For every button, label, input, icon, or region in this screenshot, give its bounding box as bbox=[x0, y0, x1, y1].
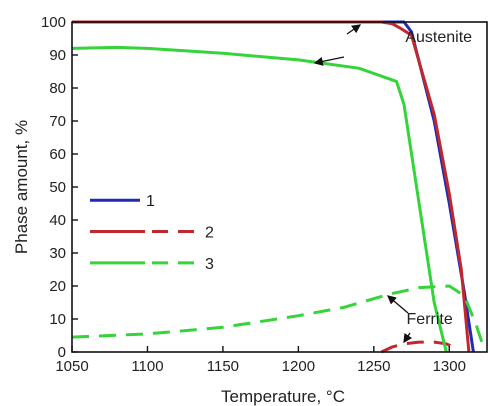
y-axis-ticks: 0 10 20 30 40 50 60 70 80 90 100 bbox=[41, 14, 78, 361]
y-tick-label: 90 bbox=[49, 47, 66, 64]
annotation-austenite: Austenite bbox=[405, 29, 472, 46]
x-tick-label: 1050 bbox=[55, 358, 88, 375]
series-line-s3_austenite bbox=[71, 45, 448, 353]
series-line-s1_austenite bbox=[72, 20, 475, 353]
annotation-arrow bbox=[403, 332, 413, 344]
x-tick-label: 1100 bbox=[131, 358, 163, 375]
annotation-ferrite: Ferrite bbox=[407, 311, 453, 328]
x-tick-label: 1200 bbox=[282, 358, 315, 375]
x-tick-label: 1300 bbox=[433, 358, 466, 375]
x-tick-label: 1250 bbox=[357, 358, 390, 375]
series-line-s3_ferrite bbox=[71, 284, 486, 350]
legend: 1 2 3 bbox=[90, 193, 214, 273]
y-tick-label: 0 bbox=[58, 344, 66, 361]
y-tick-label: 30 bbox=[49, 245, 66, 262]
y-tick-label: 10 bbox=[49, 311, 66, 328]
x-axis-label: Temperature, °C bbox=[221, 387, 345, 406]
y-tick-label: 80 bbox=[49, 80, 66, 97]
annotations: Austenite Ferrite bbox=[313, 24, 472, 344]
y-tick-label: 50 bbox=[49, 179, 66, 196]
annotation-arrow bbox=[313, 56, 345, 66]
plot-frame bbox=[71, 21, 488, 353]
annotation-arrow bbox=[387, 295, 409, 314]
y-tick-label: 20 bbox=[49, 278, 66, 295]
x-axis-label-text: Temperature, bbox=[221, 387, 326, 406]
x-axis-ticks: 1050 1100 1150 1200 1250 1300 bbox=[55, 346, 466, 375]
x-axis-label-unit: °C bbox=[326, 387, 345, 406]
series-line-s2_austenite bbox=[72, 20, 471, 353]
y-tick-label: 70 bbox=[49, 113, 66, 130]
y-tick-label: 100 bbox=[41, 14, 66, 31]
legend-label: 3 bbox=[205, 256, 214, 273]
plot-series bbox=[71, 20, 486, 354]
legend-label: 1 bbox=[146, 193, 155, 210]
y-tick-label: 40 bbox=[49, 212, 66, 229]
series-line-s2_ferrite bbox=[380, 340, 458, 354]
x-tick-label: 1150 bbox=[207, 358, 239, 375]
legend-label: 2 bbox=[205, 225, 214, 242]
annotation-arrow bbox=[346, 24, 362, 35]
y-tick-label: 60 bbox=[49, 146, 66, 163]
y-axis-label: Phase amount, % bbox=[12, 120, 31, 254]
